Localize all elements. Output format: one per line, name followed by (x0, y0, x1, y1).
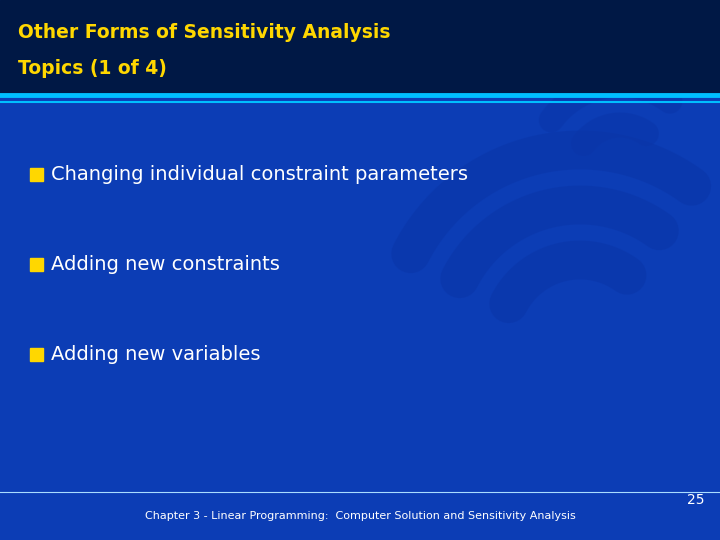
Bar (0, 0, 720, 95)
Text: Adding new variables: Adding new variables (51, 346, 261, 365)
Text: Topics (1 of 4): Topics (1 of 4) (18, 58, 167, 78)
Text: 25: 25 (686, 493, 704, 507)
Text: Changing individual constraint parameters: Changing individual constraint parameter… (51, 165, 468, 185)
Bar (30, 258, 43, 271)
Bar (30, 168, 43, 181)
Text: Adding new constraints: Adding new constraints (51, 255, 280, 274)
Text: Other Forms of Sensitivity Analysis: Other Forms of Sensitivity Analysis (18, 23, 390, 42)
Bar (30, 348, 43, 361)
Text: Chapter 3 - Linear Programming:  Computer Solution and Sensitivity Analysis: Chapter 3 - Linear Programming: Computer… (145, 511, 575, 521)
